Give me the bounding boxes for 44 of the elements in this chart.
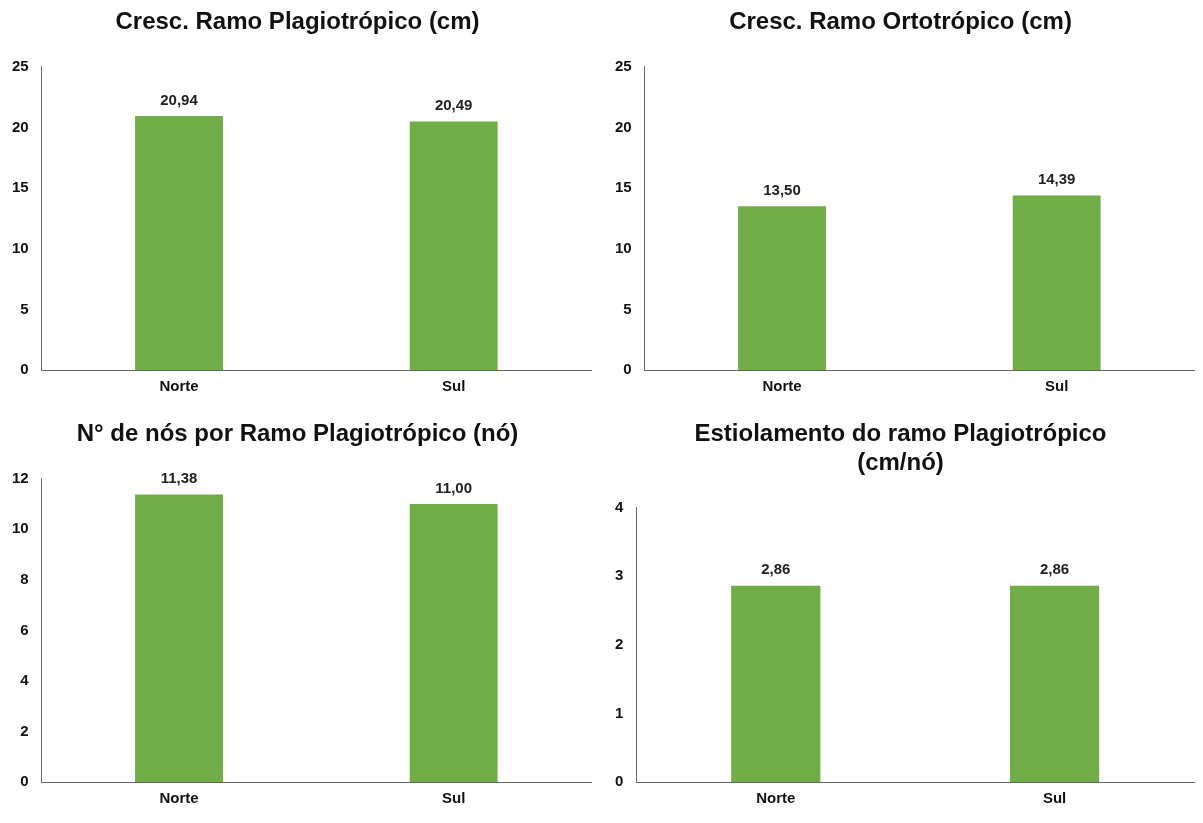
y-tick-label: 10 [12,519,29,537]
data-label: 2,86 [761,560,791,578]
y-tick-label: 5 [623,299,632,317]
data-label: 13,50 [763,180,801,198]
y-tick-label: 0 [20,360,29,378]
y-tick-label: 0 [615,772,624,790]
x-tick-label: Sul [442,377,466,395]
x-tick-label: Norte [762,377,802,395]
y-tick-label: 6 [20,620,29,638]
x-tick-label: Norte [159,789,199,807]
data-label: 20,94 [160,90,199,108]
y-tick-label: 15 [12,178,29,196]
y-tick-label: 25 [12,56,29,74]
chart-title: Cresc. Ramo Plagiotrópico (cm) [115,7,480,35]
chart-title: N° de nós por Ramo Plagiotrópico (nó) [76,419,519,447]
y-tick-label: 0 [623,360,632,378]
data-label: 20,49 [434,96,473,114]
x-tick-label: Sul [1045,377,1069,395]
data-label: 14,39 [1037,170,1076,188]
y-tick-label: 3 [615,566,624,584]
y-tick-label: 8 [20,570,29,588]
y-tick-label: 0 [20,772,29,790]
y-tick-label: 10 [12,238,29,256]
y-tick-label: 15 [615,178,632,196]
y-tick-label: 1 [615,703,624,721]
x-tick-label: Sul [442,789,466,807]
chart-title: Cresc. Ramo Ortotrópico (cm) [729,7,1072,35]
data-label: 11,38 [160,469,198,487]
x-tick-label: Norte [756,789,796,807]
y-tick-label: 10 [615,238,632,256]
y-tick-label: 12 [12,468,29,486]
y-tick-label: 2 [20,721,29,739]
y-tick-label: 20 [12,117,29,135]
x-tick-label: Norte [159,377,199,395]
y-tick-label: 5 [20,299,29,317]
y-tick-label: 25 [615,56,632,74]
x-tick-label: Sul [1042,789,1067,807]
chart-title: Estiolamento do ramo Plagiotrópico (cm/nó) [694,419,1107,475]
y-tick-label: 4 [20,671,30,689]
y-tick-label: 2 [615,634,624,652]
data-label: 2,86 [1039,560,1070,578]
data-label: 11,00 [435,478,473,496]
y-tick-label: 20 [615,117,632,135]
y-tick-label: 4 [615,497,624,515]
